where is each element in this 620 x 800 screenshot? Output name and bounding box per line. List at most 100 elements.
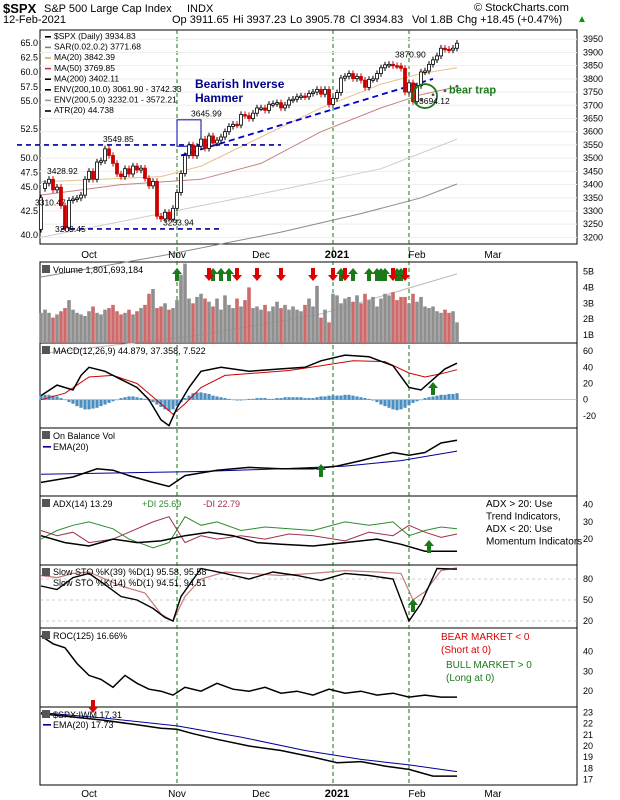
volume-bar [403, 296, 407, 343]
candle-body [239, 114, 243, 126]
price-label: 3694.12 [419, 96, 450, 106]
candle-body [43, 182, 47, 189]
month-label: Mar [484, 250, 502, 261]
macd-histogram-bar [439, 394, 443, 400]
volume-bar [55, 314, 59, 343]
macd-histogram-bar [451, 394, 455, 400]
stoch-tick-label: 80 [583, 574, 593, 584]
candle-body [343, 75, 347, 79]
volume-tick-label: 3B [583, 298, 594, 308]
volume-bar [135, 311, 139, 343]
candle-body [299, 95, 303, 98]
volume-bar [167, 309, 171, 343]
price-label: 3310.47 [35, 197, 66, 207]
sar-dot [443, 89, 447, 93]
candle-body [227, 126, 231, 133]
macd-histogram-bar [235, 399, 239, 401]
macd-histogram-bar [423, 398, 427, 400]
bottom-month-label: Oct [81, 789, 97, 800]
volume-down-arrow [388, 268, 398, 281]
ratio-tick-label: 21 [583, 730, 593, 740]
ratio-line [40, 712, 457, 777]
volume-bar [335, 295, 339, 343]
candle-body [407, 82, 411, 93]
chart-header: $SPX S&P 500 Large Cap Index INDX © Stoc… [0, 0, 620, 26]
candle-body [87, 170, 91, 180]
macd-histogram-bar [67, 399, 71, 403]
volume-bar [247, 287, 251, 343]
volume-bar [271, 306, 275, 343]
price-legend-entry: SAR(0.02,0.2) 3771.68 [54, 42, 141, 52]
macd-histogram-bar [43, 394, 47, 400]
volume-bar [323, 309, 327, 343]
candle-body [287, 99, 291, 106]
macd-histogram-bar [223, 398, 227, 400]
volume-up-arrow [380, 268, 390, 281]
volume-bar [275, 301, 279, 343]
macd-line [40, 354, 458, 427]
candle-body [195, 145, 199, 157]
price-tick-label: 3900 [583, 47, 603, 57]
macd-legend-swatch [42, 346, 50, 354]
volume-bar [39, 312, 43, 343]
ratio-tick-label: 23 [583, 708, 593, 718]
volume-up-arrow [224, 268, 234, 281]
macd-histogram-bar [311, 398, 315, 400]
change-value: Chg +18.45 (+0.47%) [457, 14, 563, 26]
macd-histogram-bar [431, 396, 435, 400]
macd-histogram-bar [79, 399, 83, 408]
candle-body [307, 93, 311, 98]
macd-histogram-bar [259, 398, 263, 400]
macd-histogram-bar [371, 399, 375, 401]
candle-body [447, 48, 451, 52]
volume-bar [331, 293, 335, 343]
macd-histogram-bar [51, 395, 55, 400]
volume-bar [187, 298, 191, 343]
sar-dot [431, 93, 435, 97]
candle-body [271, 103, 275, 106]
macd-tick-label: -20 [583, 411, 596, 421]
adx-line [40, 531, 457, 552]
volume-bar [319, 317, 323, 343]
bottom-month-label: Nov [168, 789, 186, 800]
candle-body [279, 102, 283, 109]
candle-body [255, 107, 259, 114]
macd-histogram-bar [427, 397, 431, 400]
macd-histogram-bar [255, 398, 259, 400]
volume-up-arrow [348, 268, 358, 281]
candle-body [235, 123, 239, 127]
roc-legend-swatch [42, 631, 50, 639]
volume-bar [411, 293, 415, 343]
month-label: Nov [168, 250, 186, 261]
roc-line [40, 635, 457, 698]
macd-histogram-bar [131, 396, 135, 400]
macd-histogram-bar [295, 397, 299, 400]
candle-body [443, 47, 447, 51]
month-label: Dec [252, 250, 270, 261]
candle-body [383, 64, 387, 69]
price-legend-entry: ENV(200,5.0) 3232.01 - 3572.21 [54, 95, 177, 105]
macd-histogram-bar [291, 397, 295, 400]
volume-bar [439, 312, 443, 343]
volume-bar [291, 306, 295, 343]
volume-bar [339, 303, 343, 343]
volume-bar [295, 309, 299, 343]
candle-body [379, 67, 383, 74]
atr-tick-label: 40.0 [20, 230, 38, 240]
atr-tick-label: 50.0 [20, 153, 38, 163]
stoch-tick-label: 20 [583, 616, 593, 626]
candle-body [47, 178, 51, 184]
price-tick-label: 3750 [583, 87, 603, 97]
candle-body [171, 207, 175, 220]
volume-bar [407, 303, 411, 343]
volume-bar [111, 304, 115, 343]
macd-histogram-bar [163, 399, 167, 410]
candle-body [263, 107, 267, 111]
roc-tick-label: 20 [583, 686, 593, 696]
candle-body [427, 63, 431, 72]
ratio-tick-label: 18 [583, 763, 593, 773]
volume-down-arrow [204, 268, 214, 281]
price-label: 3549.85 [103, 134, 134, 144]
candle-body [415, 85, 419, 102]
